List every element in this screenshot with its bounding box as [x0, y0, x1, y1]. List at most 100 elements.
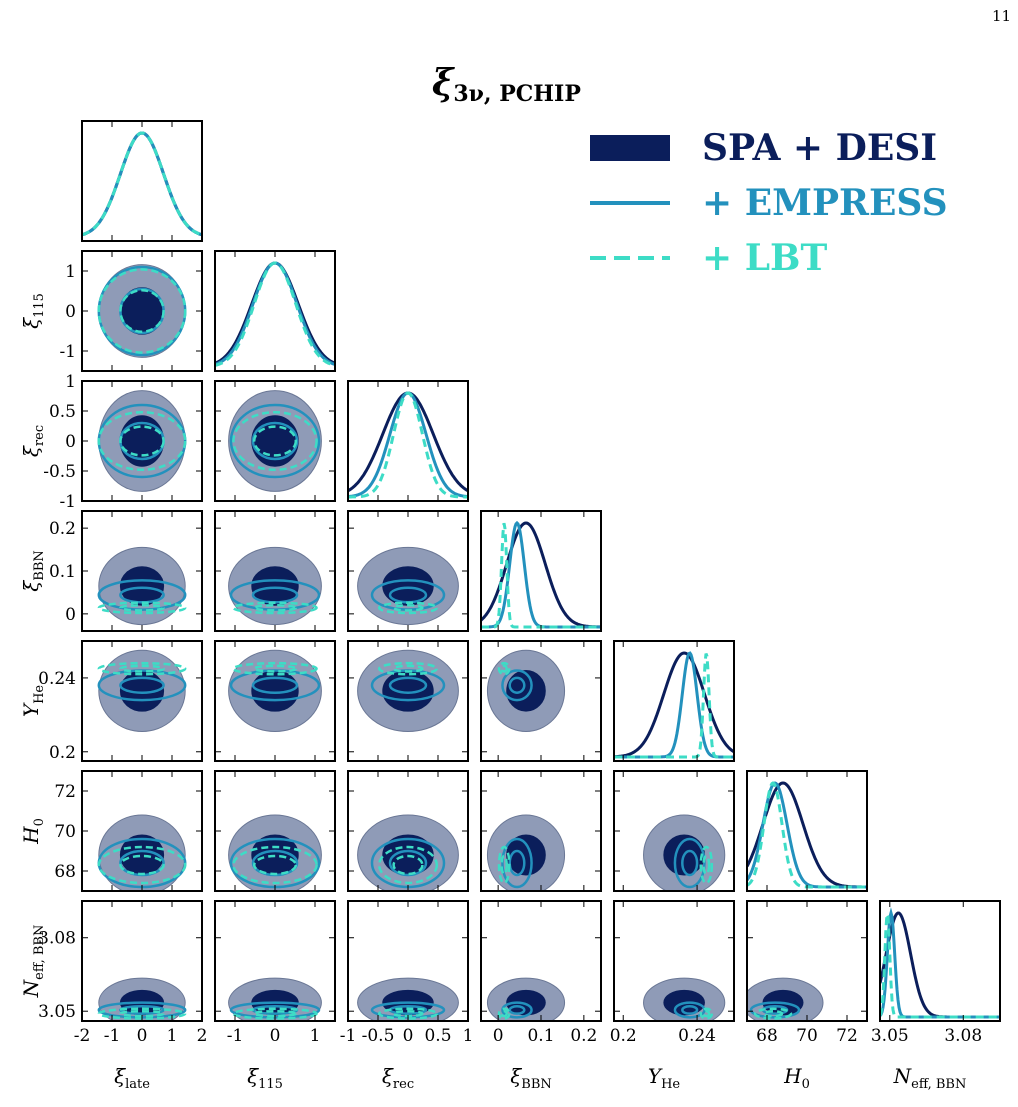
x-axis-label-xi_bbn: ξBBN [510, 1064, 552, 1092]
panel-frame [214, 250, 336, 372]
marginal-neff_bbn-series-3 [880, 913, 1000, 1019]
contour-68-series-3 [392, 664, 424, 673]
contour-68-series-3 [119, 854, 165, 876]
panel-xi_bbn-vs-xi_rec [347, 510, 469, 632]
contour-95-series-3 [377, 661, 439, 676]
panel-xi_bbn-vs-xi_115 [214, 510, 336, 632]
y-axis-label-neff_bbn: Neff, BBN [19, 925, 47, 999]
x-axis-label-xi_late: ξlate [114, 1064, 150, 1092]
y-axis-label-xi_115: ξ115 [19, 293, 47, 329]
x-tick-label: -1 [227, 1026, 244, 1046]
panel-frame [613, 640, 735, 762]
y-axis-label-y_he: YHe [19, 685, 47, 718]
x-tick-label: -2 [74, 1026, 91, 1046]
x-tick-label: 70 [796, 1026, 818, 1046]
marginal-y_he-series-1 [614, 651, 734, 759]
x-tick-label: 3.05 [871, 1026, 909, 1046]
x-tick-label: -1 [104, 1026, 121, 1046]
contour-95-series-3 [377, 845, 439, 885]
contour-68-series-3 [500, 664, 508, 673]
y-tick-label: 0 [65, 432, 76, 452]
panel-xi_bbn-vs-xi_bbn [480, 510, 602, 632]
contour-68-series-3 [252, 425, 298, 457]
contour-95-series-2 [229, 403, 321, 479]
panel-frame [81, 380, 203, 502]
marginal-neff_bbn-series-2 [880, 907, 1000, 1019]
x-tick-label: 0 [270, 1026, 281, 1046]
panel-frame [613, 770, 735, 892]
panel-neff_bbn-vs-h0: 68 70 72 H0 [746, 900, 868, 1092]
y-tick-label: 3.05 [38, 1002, 76, 1022]
marginal-xi_115-series-3 [215, 261, 335, 367]
marginal-xi_rec-series-2 [348, 391, 468, 499]
y-tick-label: 1 [65, 372, 76, 392]
contour-95-series-2 [97, 579, 187, 611]
panel-xi_115-vs-xi_late: -1 0 1 ξ115 [19, 250, 203, 372]
panel-neff_bbn-vs-xi_115: -1 0 1 ξ115 [214, 900, 336, 1092]
y-tick-label: 0 [65, 605, 76, 625]
panel-frame [81, 640, 203, 762]
contour-95-series-3 [497, 845, 511, 885]
marginal-xi_rec-series-1 [348, 391, 468, 493]
contour-95-series-3 [699, 845, 714, 885]
legend-label: SPA + DESI [702, 127, 937, 169]
panel-frame [347, 380, 469, 502]
y-tick-label: 70 [54, 822, 76, 842]
contour-68-series-3 [252, 664, 298, 673]
title-symbol: ξ [432, 62, 455, 104]
marginal-h0-series-1 [747, 781, 867, 889]
panel-frame [480, 640, 602, 762]
contour-95-series-3 [232, 661, 318, 676]
x-tick-label: 0.2 [570, 1026, 597, 1046]
contour-95-series-3 [232, 601, 318, 615]
contour-95-series-3 [97, 1007, 187, 1020]
x-tick-label: 1 [167, 1026, 178, 1046]
contour-95-series-3 [232, 845, 318, 885]
y-tick-label: 0 [65, 302, 76, 322]
panel-neff_bbn-vs-y_he: 0.2 0.24 YHe [610, 900, 735, 1092]
panel-h0-vs-y_he [613, 770, 735, 892]
panel-frame [347, 510, 469, 632]
contour-68-series-3 [702, 854, 711, 876]
x-tick-label: 3.08 [944, 1026, 982, 1046]
x-tick-label: -1 [340, 1026, 357, 1046]
title-subscript: 3ν, PCHIP [453, 81, 581, 107]
contour-68-series-3 [500, 1009, 508, 1018]
contour-68-series-2 [681, 1005, 699, 1015]
panel-y_he-vs-xi_bbn [480, 640, 602, 762]
panel-frame [746, 900, 868, 1022]
panel-frame [214, 510, 336, 632]
contour-68-series-3 [702, 1009, 711, 1018]
panel-y_he-vs-xi_rec [347, 640, 469, 762]
contour-68-series-3 [119, 604, 165, 612]
y-axis-label-xi_bbn: ξBBN [19, 550, 47, 592]
panel-frame [746, 770, 868, 892]
x-tick-label: 0 [137, 1026, 148, 1046]
marginal-xi_rec-series-3 [348, 391, 468, 499]
contour-95-series-3 [232, 410, 318, 472]
contour-68-series-3 [392, 604, 424, 612]
x-tick-label: 1 [463, 1026, 474, 1046]
legend: SPA + DESI + EMPRESS + LBT [590, 127, 948, 279]
contour-95-series-3 [97, 845, 187, 885]
contour-68-series-1 [119, 566, 165, 606]
marginal-xi_late-series-2 [82, 131, 202, 237]
panel-xi_rec-vs-xi_late: -1 -0.5 0 0.5 1 ξrec [19, 372, 203, 512]
panel-frame [347, 770, 469, 892]
panel-frame [480, 770, 602, 892]
y-tick-label: 68 [54, 862, 76, 882]
x-tick-label: 72 [836, 1026, 858, 1046]
contour-95-series-3 [97, 410, 187, 472]
panel-frame [214, 770, 336, 892]
contour-68-series-3 [500, 854, 508, 876]
contour-68-series-3 [252, 854, 298, 876]
y-tick-label: 0.24 [38, 669, 76, 689]
y-tick-label: 0.2 [49, 519, 76, 539]
contour-95-series-3 [497, 661, 511, 676]
contour-95-series-3 [97, 601, 187, 615]
plot-title: ξ3ν, PCHIP [432, 62, 581, 107]
page-number: 11 [992, 7, 1011, 25]
panel-grid: -101ξ115-1-0.500.51ξrec00.10.2ξBBN0.20.2… [19, 120, 1001, 1092]
